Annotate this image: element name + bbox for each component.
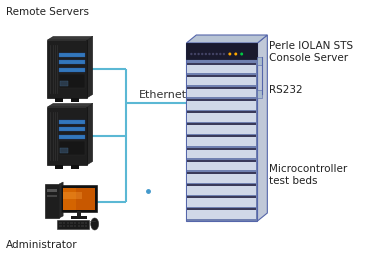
- Bar: [59, 74, 85, 88]
- Bar: [188, 148, 256, 150]
- Bar: [188, 63, 256, 64]
- Ellipse shape: [91, 218, 99, 230]
- Bar: [59, 222, 62, 224]
- Bar: [61, 185, 97, 212]
- Bar: [59, 60, 85, 64]
- Bar: [71, 98, 79, 102]
- Bar: [59, 225, 62, 227]
- Bar: [66, 225, 69, 227]
- Text: Microcontroller
test beds: Microcontroller test beds: [269, 164, 348, 186]
- Circle shape: [234, 53, 237, 55]
- Polygon shape: [47, 36, 93, 40]
- Circle shape: [219, 53, 222, 55]
- Bar: [71, 216, 87, 219]
- Bar: [188, 196, 256, 198]
- Bar: [63, 188, 95, 210]
- Bar: [258, 57, 262, 65]
- Bar: [55, 165, 63, 169]
- Circle shape: [205, 53, 207, 55]
- Bar: [60, 148, 68, 153]
- Text: Remote Servers: Remote Servers: [6, 7, 89, 17]
- Circle shape: [216, 53, 218, 55]
- Bar: [188, 135, 256, 146]
- Bar: [188, 87, 256, 97]
- Bar: [59, 68, 85, 72]
- Polygon shape: [59, 182, 63, 218]
- Bar: [188, 123, 256, 125]
- Bar: [63, 222, 65, 224]
- Bar: [188, 135, 256, 138]
- Bar: [66, 222, 69, 224]
- Bar: [70, 225, 73, 227]
- Bar: [47, 107, 87, 165]
- Bar: [188, 99, 256, 110]
- Text: Perle IOLAN STS
Console Server: Perle IOLAN STS Console Server: [269, 41, 353, 63]
- Bar: [186, 43, 258, 59]
- Circle shape: [228, 53, 231, 55]
- Circle shape: [208, 53, 211, 55]
- Bar: [59, 141, 85, 155]
- Bar: [55, 98, 63, 102]
- Bar: [78, 225, 80, 227]
- Bar: [81, 222, 84, 224]
- Bar: [188, 208, 256, 219]
- Bar: [47, 189, 57, 192]
- Circle shape: [240, 53, 243, 55]
- Bar: [74, 225, 76, 227]
- Circle shape: [190, 53, 192, 55]
- Bar: [63, 225, 65, 227]
- Bar: [188, 148, 256, 158]
- Polygon shape: [258, 35, 267, 221]
- Bar: [81, 225, 84, 227]
- Bar: [59, 120, 85, 124]
- Circle shape: [197, 53, 200, 55]
- Bar: [186, 43, 258, 221]
- Bar: [188, 75, 256, 85]
- Bar: [188, 184, 256, 195]
- Bar: [45, 184, 59, 218]
- Circle shape: [194, 53, 196, 55]
- Bar: [258, 90, 262, 98]
- Bar: [188, 208, 256, 210]
- Bar: [57, 220, 89, 229]
- Circle shape: [201, 53, 203, 55]
- Bar: [59, 135, 85, 139]
- Bar: [78, 222, 80, 224]
- Bar: [59, 53, 85, 56]
- Circle shape: [223, 53, 225, 55]
- Bar: [188, 184, 256, 186]
- Bar: [188, 172, 256, 174]
- Polygon shape: [47, 103, 93, 107]
- Bar: [188, 87, 256, 89]
- Bar: [77, 211, 81, 217]
- Bar: [188, 111, 256, 122]
- Text: Ethernet: Ethernet: [139, 89, 187, 100]
- Bar: [60, 81, 68, 86]
- Bar: [63, 192, 82, 199]
- Bar: [188, 172, 256, 182]
- Bar: [74, 222, 76, 224]
- Polygon shape: [87, 103, 93, 165]
- Bar: [47, 195, 57, 197]
- Bar: [85, 225, 87, 227]
- Bar: [71, 165, 79, 169]
- Bar: [59, 127, 85, 131]
- Polygon shape: [87, 36, 93, 98]
- Text: Administrator: Administrator: [6, 240, 78, 250]
- Bar: [188, 111, 256, 113]
- Bar: [188, 123, 256, 134]
- Circle shape: [212, 53, 214, 55]
- Bar: [85, 222, 87, 224]
- Polygon shape: [186, 35, 267, 43]
- Bar: [188, 75, 256, 77]
- Bar: [188, 63, 256, 73]
- Text: RS232: RS232: [269, 85, 303, 95]
- Bar: [63, 188, 76, 210]
- Bar: [188, 99, 256, 101]
- Bar: [188, 160, 256, 162]
- Bar: [188, 160, 256, 170]
- Bar: [188, 196, 256, 207]
- Bar: [70, 222, 73, 224]
- Bar: [47, 40, 87, 98]
